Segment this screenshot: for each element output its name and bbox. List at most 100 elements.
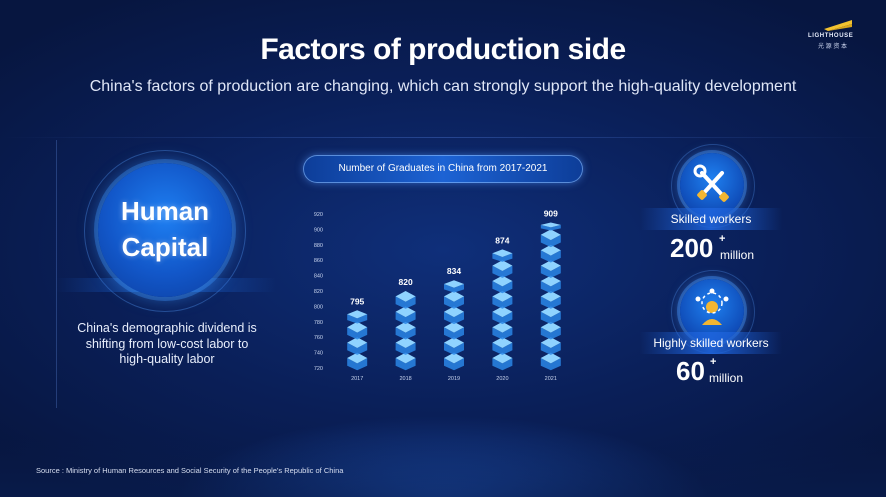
bar-cap <box>540 306 561 318</box>
bar-segment <box>492 357 513 371</box>
bar-cap <box>395 352 416 364</box>
bar-segment <box>395 327 416 340</box>
y-tick-label: 800 <box>314 304 323 310</box>
footer-band <box>0 438 886 497</box>
bar-cap <box>492 321 513 333</box>
bar-cap <box>395 291 416 302</box>
graduates-bar-chart: 720 740 760 780 800 820 840 860 880 900 920 795 2017… <box>314 208 561 382</box>
bar-cap <box>444 280 464 288</box>
bar-segment <box>492 253 513 262</box>
bar-segment <box>540 234 561 248</box>
bar-segment <box>540 280 561 294</box>
bar-segment <box>444 357 464 371</box>
bar-cap <box>540 222 561 228</box>
bar-segment <box>540 311 561 325</box>
y-tick-label: 820 <box>314 289 323 295</box>
bar-cap <box>492 306 513 318</box>
y-tick-label: 860 <box>314 258 323 264</box>
bar-segment <box>444 342 464 355</box>
logo-name: LIGHTHOUSE <box>808 33 854 39</box>
bar-cap <box>444 306 464 318</box>
bar-value-label: 909 <box>544 208 558 218</box>
page-title: Factors of production side <box>260 33 626 66</box>
bar-cap <box>444 352 464 364</box>
bar-cap <box>492 337 513 348</box>
bar-segment <box>395 296 416 309</box>
bar-value-label: 795 <box>350 296 364 306</box>
chart-title-pill <box>303 155 583 183</box>
human-capital-badge <box>98 163 232 297</box>
bar-cap <box>395 321 416 333</box>
bar-value-label: 834 <box>447 266 461 276</box>
bar-cap <box>540 352 561 364</box>
bar-cap <box>492 291 513 302</box>
skilled-label-band <box>640 208 782 230</box>
bar-segment <box>395 342 416 355</box>
bar-segment <box>347 342 368 355</box>
bar-segment <box>492 280 513 294</box>
x-tick-label: 2018 <box>399 376 411 382</box>
bar-segment <box>347 357 368 371</box>
bar-cap <box>540 337 561 348</box>
bar-cap <box>444 337 464 348</box>
bar-cap <box>540 260 561 271</box>
bar-value-label: 874 <box>495 235 509 245</box>
skilled-workers-number: 200 <box>670 233 714 263</box>
left-panel-frame <box>56 140 277 408</box>
bar-segment <box>444 296 464 309</box>
bar-cap <box>444 291 464 302</box>
bar-cap <box>395 337 416 348</box>
capital-line-2: Capital <box>121 232 209 262</box>
y-tick-label: 920 <box>314 212 323 218</box>
bar-segment <box>540 357 561 371</box>
capital-outer-ring <box>84 150 246 312</box>
bar-cap <box>492 275 513 287</box>
bar-segment <box>540 342 561 355</box>
bar-segment <box>492 296 513 309</box>
y-tick-label: 840 <box>314 274 323 280</box>
bar-segment <box>492 311 513 325</box>
tools-icon <box>693 164 729 202</box>
bar-cap <box>540 321 561 333</box>
bar-value-label: 820 <box>399 277 413 287</box>
highly-skilled-workers-unit: million <box>709 371 744 385</box>
skilled-workers-plus: + <box>719 233 726 245</box>
bar-segment <box>347 327 368 340</box>
human-capital-title: Human Capital <box>98 193 232 265</box>
x-tick-label: 2019 <box>448 376 460 382</box>
skilled-workers-badge <box>680 153 744 217</box>
y-tick-label: 780 <box>314 320 323 326</box>
bar-segment <box>444 327 464 340</box>
bar-cap <box>347 352 368 364</box>
source-note: Source : Ministry of Human Resources and… <box>36 466 344 475</box>
y-tick-label: 900 <box>314 227 323 233</box>
bar-segment <box>492 327 513 340</box>
y-tick-label: 720 <box>314 366 323 372</box>
highly-skilled-label-band <box>640 332 782 354</box>
divider-line <box>0 137 886 138</box>
bar-cap <box>492 352 513 364</box>
logo-chinese-name: 光 源 资 本 <box>818 44 848 50</box>
x-tick-label: 2017 <box>351 376 363 382</box>
bar-segment <box>395 311 416 325</box>
worker-network-icon <box>695 288 729 325</box>
bar-cap <box>492 260 513 271</box>
bar-segment <box>540 265 561 278</box>
bar-cap <box>540 291 561 302</box>
logo-mark-icon <box>824 20 852 31</box>
demographic-description: China's demographic dividend is shifting… <box>77 321 257 366</box>
bar-cap <box>347 337 368 348</box>
highly-skilled-workers-label: Highly skilled workers <box>653 336 769 350</box>
highly-skilled-workers-plus: + <box>710 356 717 368</box>
y-tick-label: 760 <box>314 335 323 341</box>
bar-segment <box>347 314 368 324</box>
bar-segment <box>444 311 464 325</box>
bar-cap <box>347 321 368 333</box>
skilled-workers-label: Skilled workers <box>670 212 752 226</box>
bar-segment <box>492 265 513 278</box>
x-tick-label: 2020 <box>496 376 508 382</box>
bar-cap <box>444 321 464 333</box>
y-tick-label: 880 <box>314 243 323 249</box>
chart-title: Number of Graduates in China from 2017-2… <box>338 163 548 174</box>
x-tick-label: 2021 <box>545 376 557 382</box>
